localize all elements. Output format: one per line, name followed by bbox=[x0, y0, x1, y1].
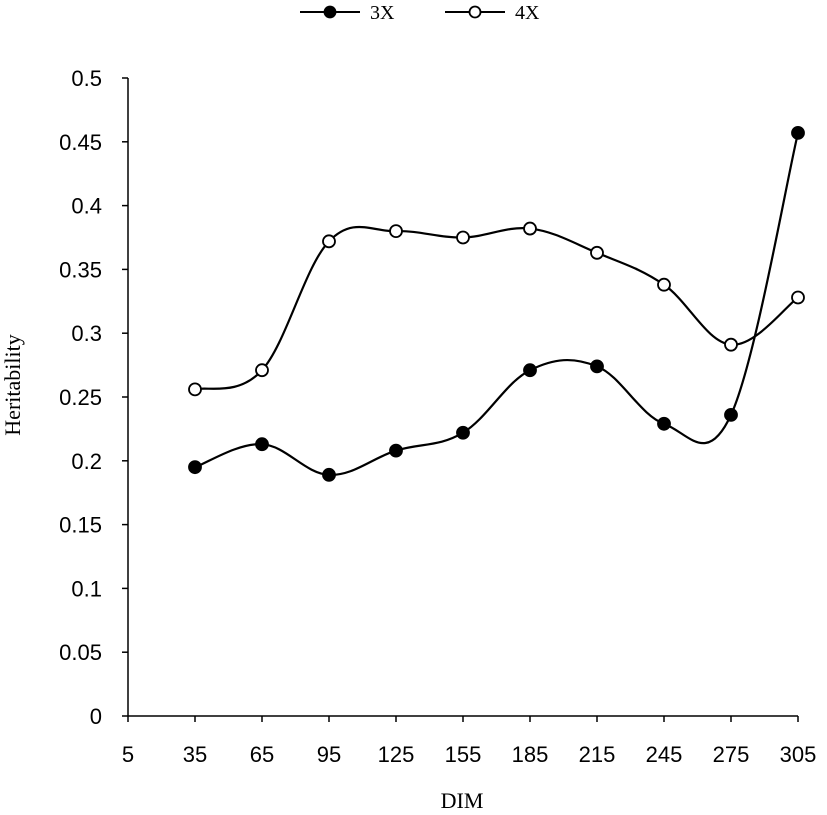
data-point-4x bbox=[456, 230, 470, 245]
data-point-4x bbox=[523, 221, 537, 236]
x-tick-label: 5 bbox=[122, 742, 134, 767]
data-point-3x bbox=[791, 125, 805, 140]
series-line-4x bbox=[194, 225, 799, 391]
data-point-3x bbox=[389, 443, 403, 458]
legend-marker bbox=[323, 5, 337, 19]
y-tick-label: 0.3 bbox=[71, 321, 102, 346]
y-tick-label: 0.15 bbox=[59, 513, 102, 538]
legend-item-3x: 3X bbox=[300, 2, 395, 24]
y-tick-label: 0.4 bbox=[71, 194, 102, 219]
x-tick-label: 215 bbox=[579, 742, 616, 767]
y-tick-label: 0.35 bbox=[59, 257, 102, 282]
x-tick-label: 275 bbox=[713, 742, 750, 767]
x-tick-label: 95 bbox=[317, 742, 341, 767]
y-tick-label: 0.1 bbox=[71, 576, 102, 601]
x-tick-label: 305 bbox=[780, 742, 817, 767]
x-tick-label: 155 bbox=[445, 742, 482, 767]
x-tick-label: 125 bbox=[378, 742, 415, 767]
data-point-3x bbox=[322, 467, 336, 482]
data-point-3x bbox=[188, 460, 202, 475]
data-point-3x bbox=[523, 363, 537, 378]
x-tick-label: 35 bbox=[183, 742, 207, 767]
series-line-3x bbox=[194, 132, 800, 476]
data-point-3x bbox=[456, 425, 470, 440]
y-tick-label: 0.2 bbox=[71, 449, 102, 474]
legend-label: 3X bbox=[370, 2, 395, 24]
y-axis-label: Heritability bbox=[0, 334, 25, 435]
series-layer bbox=[188, 125, 805, 482]
y-tick-label: 0 bbox=[90, 704, 102, 729]
data-point-3x bbox=[590, 359, 604, 374]
legend-marker bbox=[468, 5, 482, 19]
y-tick-label: 0.45 bbox=[59, 130, 102, 155]
data-point-4x bbox=[188, 382, 202, 397]
data-point-4x bbox=[255, 363, 269, 378]
data-point-4x bbox=[590, 245, 604, 260]
data-point-4x bbox=[322, 234, 336, 249]
x-tick-label: 245 bbox=[646, 742, 683, 767]
legend-item-4x: 4X bbox=[445, 2, 540, 24]
x-tick-label: 65 bbox=[250, 742, 274, 767]
y-tick-label: 0.05 bbox=[59, 640, 102, 665]
data-point-3x bbox=[724, 407, 738, 422]
y-tick-label: 0.5 bbox=[71, 66, 102, 91]
data-point-3x bbox=[657, 416, 671, 431]
x-tick-label: 185 bbox=[512, 742, 549, 767]
y-axis: 0 0.05 0.1 0.15 0.2 0.25 0.3 0.35 0.4 0.45 0.5 bbox=[59, 66, 129, 729]
series-4x bbox=[188, 221, 805, 397]
y-tick-label: 0.25 bbox=[59, 385, 102, 410]
data-point-4x bbox=[724, 337, 738, 352]
data-point-4x bbox=[657, 277, 671, 292]
legend: 3X 4X bbox=[300, 2, 540, 24]
x-axis-label: DIM bbox=[441, 788, 484, 813]
x-axis: 5 35 65 95 125 155 185 215 245 275 305 bbox=[122, 715, 817, 767]
data-point-3x bbox=[255, 437, 269, 452]
legend-label: 4X bbox=[515, 2, 540, 24]
series-3x bbox=[188, 125, 805, 482]
data-point-4x bbox=[389, 224, 403, 239]
data-point-4x bbox=[791, 290, 805, 305]
